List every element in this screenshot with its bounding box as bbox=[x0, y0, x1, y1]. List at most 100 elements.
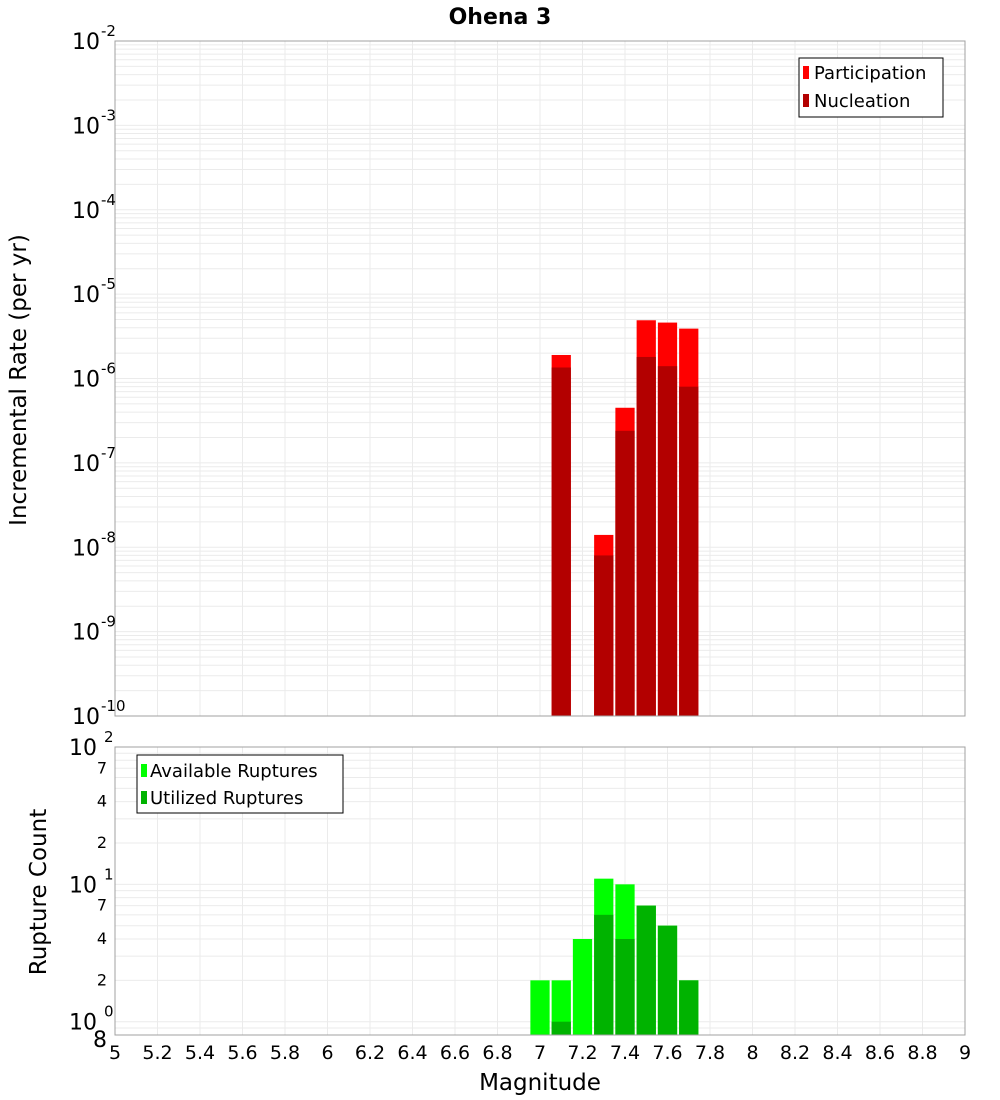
x-tick-label: 5 bbox=[109, 1042, 121, 1064]
y-tick-label: 10 -9 bbox=[72, 613, 116, 646]
y-tick-base: 10 bbox=[72, 536, 100, 561]
x-tick-label: 7.4 bbox=[610, 1042, 640, 1064]
y-tick-label: 10 1 bbox=[69, 865, 114, 898]
utilized-ruptures-bar bbox=[594, 914, 614, 1035]
y-tick-base: 10 bbox=[72, 621, 100, 646]
available-ruptures-bar bbox=[551, 980, 571, 1035]
y-minor-tick-label: 8 bbox=[93, 1028, 107, 1053]
y-tick-base: 10 bbox=[72, 199, 100, 224]
rupture-count-legend: Available Ruptures Utilized Ruptures bbox=[136, 754, 344, 814]
y-tick-label: 10 0 bbox=[69, 1003, 114, 1036]
x-axis-label: Magnitude bbox=[479, 1070, 601, 1096]
y-tick-label: 10 -2 bbox=[72, 22, 116, 55]
x-axis-ticks: 5 5.2 5.4 5.6 5.8 6 6.2 6.4 6.6 6.8 7 7.2 7.4 7.6 7.8 8… bbox=[109, 1042, 971, 1064]
x-tick-label: 5.8 bbox=[270, 1042, 300, 1064]
y-tick-base: 10 bbox=[69, 736, 97, 761]
x-tick-label: 6 bbox=[321, 1042, 333, 1064]
legend-label-nucleation: Nucleation bbox=[814, 91, 910, 112]
x-tick-label: 7.6 bbox=[652, 1042, 682, 1064]
y-tick-exponent: -3 bbox=[101, 106, 116, 124]
y-minor-tick-label: 2 bbox=[97, 970, 107, 989]
chart-title: Ohena 3 bbox=[449, 5, 552, 30]
y-minor-tick-label: 7 bbox=[97, 758, 107, 777]
y-tick-label: 10 2 bbox=[69, 728, 114, 761]
utilized-ruptures-bar bbox=[636, 905, 656, 1035]
x-tick-label: 7.2 bbox=[567, 1042, 597, 1064]
x-tick-label: 7 bbox=[534, 1042, 546, 1064]
y-tick-exponent: 1 bbox=[104, 865, 114, 883]
nucleation-bar bbox=[636, 356, 656, 716]
rupture-count-panel: 10 0 10 1 10 2 8 2 4 7 2 4 7 Rupture Count Available… bbox=[26, 728, 966, 1053]
x-tick-label: 9 bbox=[959, 1042, 971, 1064]
utilized-ruptures-bar bbox=[615, 939, 635, 1035]
y-tick-label: 10 -8 bbox=[72, 528, 116, 561]
y-tick-exponent: -10 bbox=[101, 697, 126, 715]
x-tick-label: 5.6 bbox=[227, 1042, 257, 1064]
y-tick-exponent: -5 bbox=[101, 275, 116, 293]
x-tick-label: 5.2 bbox=[142, 1042, 172, 1064]
y-tick-label: 10 -3 bbox=[72, 106, 116, 139]
y-tick-exponent: 0 bbox=[104, 1003, 114, 1021]
y-tick-label: 10 -7 bbox=[72, 444, 116, 477]
y-tick-exponent: -8 bbox=[101, 528, 116, 546]
y-tick-base: 10 bbox=[72, 114, 100, 139]
y-tick-base: 10 bbox=[72, 283, 100, 308]
y-tick-base: 10 bbox=[72, 452, 100, 477]
legend-box bbox=[136, 754, 344, 814]
y-minor-tick-label: 7 bbox=[97, 896, 107, 915]
x-tick-label: 8.8 bbox=[907, 1042, 937, 1064]
y-tick-exponent: -4 bbox=[101, 191, 116, 209]
legend-swatch-available bbox=[141, 764, 147, 777]
y-tick-label: 10 -6 bbox=[72, 360, 116, 393]
y-minor-tick-label: 2 bbox=[97, 833, 107, 852]
x-tick-label: 8.2 bbox=[780, 1042, 810, 1064]
nucleation-bar bbox=[615, 430, 635, 716]
y-tick-base: 10 bbox=[69, 873, 97, 898]
x-tick-label: 5.4 bbox=[185, 1042, 215, 1064]
y-tick-exponent: -9 bbox=[101, 613, 116, 631]
y-tick-label: 10 -5 bbox=[72, 275, 116, 308]
legend-swatch-nucleation bbox=[803, 94, 809, 107]
legend-swatch-participation bbox=[803, 66, 809, 79]
rupture-count-y-axis-label: Rupture Count bbox=[26, 809, 52, 975]
y-tick-exponent: -6 bbox=[101, 360, 116, 378]
rate-panel-y-axis-label: Incremental Rate (per yr) bbox=[6, 234, 32, 526]
x-tick-label: 6.6 bbox=[440, 1042, 470, 1064]
x-tick-label: 6.4 bbox=[397, 1042, 427, 1064]
nucleation-bar bbox=[679, 386, 699, 716]
x-tick-label: 8 bbox=[746, 1042, 758, 1064]
y-tick-exponent: -2 bbox=[101, 22, 116, 40]
utilized-ruptures-bar bbox=[657, 925, 678, 1035]
y-minor-tick-label: 4 bbox=[97, 929, 107, 948]
y-tick-base: 10 bbox=[72, 705, 100, 730]
rate-panel-grid bbox=[114, 41, 966, 717]
available-ruptures-bar bbox=[572, 939, 593, 1035]
rupture-count-bars bbox=[530, 878, 699, 1035]
legend-swatch-utilized bbox=[141, 791, 147, 804]
y-tick-exponent: -7 bbox=[101, 444, 116, 462]
y-tick-base: 10 bbox=[72, 30, 100, 55]
legend-label-utilized: Utilized Ruptures bbox=[150, 788, 303, 809]
y-tick-label: 10 -10 bbox=[72, 697, 126, 730]
legend-label-participation: Participation bbox=[814, 63, 926, 84]
available-ruptures-bar bbox=[530, 980, 550, 1035]
y-tick-exponent: 2 bbox=[104, 728, 114, 746]
x-tick-label: 6.8 bbox=[482, 1042, 512, 1064]
rate-panel-bars bbox=[551, 320, 699, 716]
y-tick-base: 10 bbox=[69, 1011, 97, 1036]
utilized-ruptures-bar bbox=[551, 1021, 571, 1035]
legend-box bbox=[798, 57, 944, 118]
x-tick-label: 8.4 bbox=[822, 1042, 852, 1064]
y-tick-base: 10 bbox=[72, 368, 100, 393]
rate-panel-legend: Participation Nucleation bbox=[798, 57, 944, 118]
y-minor-tick-label: 4 bbox=[97, 792, 107, 811]
rate-panel-frame bbox=[114, 40, 966, 717]
x-tick-label: 8.6 bbox=[865, 1042, 895, 1064]
x-tick-label: 7.8 bbox=[695, 1042, 725, 1064]
nucleation-bar bbox=[594, 555, 614, 716]
legend-label-available: Available Ruptures bbox=[150, 761, 318, 782]
utilized-ruptures-bar bbox=[679, 980, 699, 1035]
